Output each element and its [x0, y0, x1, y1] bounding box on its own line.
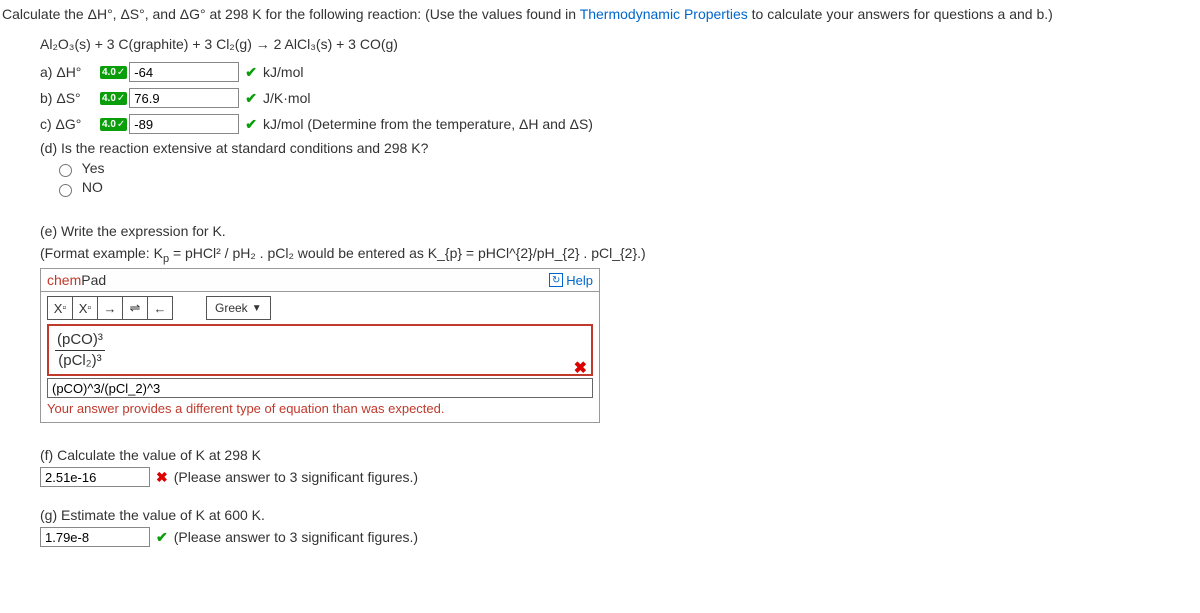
part-b-unit: J/K·mol [263, 90, 310, 106]
part-c-row: c) ΔG° 4.0 ✓ ✔ kJ/mol (Determine from th… [40, 114, 1200, 134]
part-c-label: c) ΔG° [40, 116, 100, 132]
check-icon: ✔ [245, 90, 257, 107]
check-icon: ✓ [117, 67, 125, 78]
part-a-unit: kJ/mol [263, 64, 303, 80]
part-g-row: ✔ (Please answer to 3 significant figure… [40, 527, 1200, 547]
check-icon: ✔ [245, 64, 257, 81]
chempad-help-button[interactable]: ↻ Help [549, 273, 593, 288]
part-c-points-badge: 4.0 ✓ [100, 118, 127, 131]
part-d-no-row[interactable]: NO [54, 179, 1200, 196]
chempad-render-area[interactable]: (pCO)³ (pCl₂)³ [47, 324, 593, 376]
part-d-yes-radio[interactable] [59, 164, 72, 177]
part-c-unit: kJ/mol (Determine from the temperature, … [263, 116, 593, 132]
part-f-input[interactable] [40, 467, 150, 487]
greek-dropdown[interactable]: Greek ▼ [206, 296, 271, 320]
chempad-title: chemPad [47, 272, 106, 288]
fraction-display: (pCO)³ (pCl₂)³ [55, 330, 105, 370]
right-arrow-button[interactable]: → [97, 296, 123, 320]
left-arrow-button[interactable]: ← [147, 296, 173, 320]
chempad-source-input[interactable] [47, 378, 593, 398]
part-b-points-badge: 4.0 ✓ [100, 92, 127, 105]
part-d-no-radio[interactable] [59, 184, 72, 197]
part-d-no-label: NO [82, 179, 103, 195]
reaction-equation: Al₂O₃(s) + 3 C(graphite) + 3 Cl₂(g) → 2 … [40, 36, 1200, 52]
caret-down-icon: ▼ [252, 303, 262, 314]
part-b-input[interactable] [129, 88, 239, 108]
part-a-input[interactable] [129, 62, 239, 82]
part-a-label: a) ΔH° [40, 64, 100, 80]
check-icon: ✓ [117, 119, 125, 130]
part-g-msg: (Please answer to 3 significant figures.… [174, 529, 418, 545]
chempad-error: Your answer provides a different type of… [47, 398, 593, 418]
check-icon: ✔ [156, 529, 168, 546]
check-icon: ✔ [245, 116, 257, 133]
part-b-row: b) ΔS° 4.0 ✓ ✔ J/K·mol [40, 88, 1200, 108]
part-f-msg: (Please answer to 3 significant figures.… [174, 469, 418, 485]
cross-icon: ✖ [574, 358, 587, 378]
part-b-label: b) ΔS° [40, 90, 100, 106]
part-f-question: (f) Calculate the value of K at 298 K [40, 447, 1200, 463]
check-icon: ✓ [117, 93, 125, 104]
part-a-row: a) ΔH° 4.0 ✓ ✔ kJ/mol [40, 62, 1200, 82]
part-e-line2: (Format example: Kp = pHCl² / pH₂ . pCl₂… [40, 245, 1200, 265]
refresh-icon: ↻ [549, 273, 563, 287]
thermo-link[interactable]: Thermodynamic Properties [580, 6, 748, 22]
superscript-button[interactable]: X▫ [72, 296, 98, 320]
part-a-points-badge: 4.0 ✓ [100, 66, 127, 79]
part-g-input[interactable] [40, 527, 150, 547]
part-d-yes-row[interactable]: Yes [54, 160, 1200, 177]
chempad-toolbar: X▫ X▫ → ⇌ ← Greek ▼ [41, 292, 599, 324]
part-c-input[interactable] [129, 114, 239, 134]
part-e-line1: (e) Write the expression for K. [40, 223, 1200, 239]
prompt-post: to calculate your answers for questions … [752, 6, 1053, 22]
part-d-yes-label: Yes [82, 160, 105, 176]
question-prompt: Calculate the ΔH°, ΔS°, and ΔG° at 298 K… [0, 4, 1200, 36]
subscript-button[interactable]: X▫ [47, 296, 73, 320]
cross-icon: ✖ [156, 469, 168, 486]
prompt-pre: Calculate the ΔH°, ΔS°, and ΔG° at 298 K… [2, 6, 580, 22]
part-d-question: (d) Is the reaction extensive at standar… [40, 140, 1200, 156]
equilibrium-button[interactable]: ⇌ [122, 296, 148, 320]
chempad-widget: chemPad ↻ Help X▫ X▫ → ⇌ ← Greek ▼ [40, 268, 600, 423]
part-f-row: ✖ (Please answer to 3 significant figure… [40, 467, 1200, 487]
part-g-question: (g) Estimate the value of K at 600 K. [40, 507, 1200, 523]
